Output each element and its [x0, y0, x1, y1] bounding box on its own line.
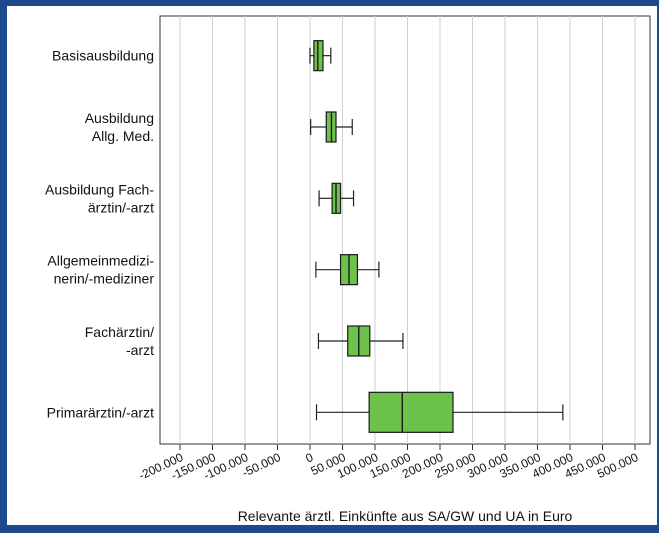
category-label: -arzt — [126, 342, 154, 358]
box-series — [309, 40, 564, 433]
category-label: Fachärztin/ — [85, 324, 154, 340]
category-label: Ausbildung Fach- — [45, 181, 154, 197]
box-group — [317, 325, 404, 357]
category-label: Primarärztin/-arzt — [47, 404, 154, 420]
x-tick-labels: -200.000-150.000-100.000-50.000 050.00010… — [136, 444, 641, 483]
grid-lines — [179, 16, 636, 444]
box-group — [310, 111, 353, 143]
category-label: ärztin/-arzt — [88, 199, 154, 215]
category-label: Allgemeinmedizi- — [47, 253, 154, 269]
category-labels: Basisausbildung Ausbildung Allg. Med. Ausbi… — [45, 48, 154, 421]
box-group — [315, 391, 564, 433]
category-label: nerin/-mediziner — [54, 271, 155, 287]
box-group — [318, 182, 355, 214]
x-axis-title: Relevante ärztl. Einkünfte aus SA/GW und… — [238, 508, 573, 524]
box-group — [309, 40, 332, 72]
category-label: Basisausbildung — [52, 48, 154, 64]
category-label: Ausbildung — [85, 110, 154, 126]
iqr-box — [368, 391, 454, 433]
box-group — [315, 254, 380, 286]
x-tick-label: -50.000 — [240, 450, 283, 480]
frame-bottom-bar — [0, 525, 659, 533]
category-label: Allg. Med. — [92, 128, 154, 144]
plot-area — [159, 15, 651, 445]
